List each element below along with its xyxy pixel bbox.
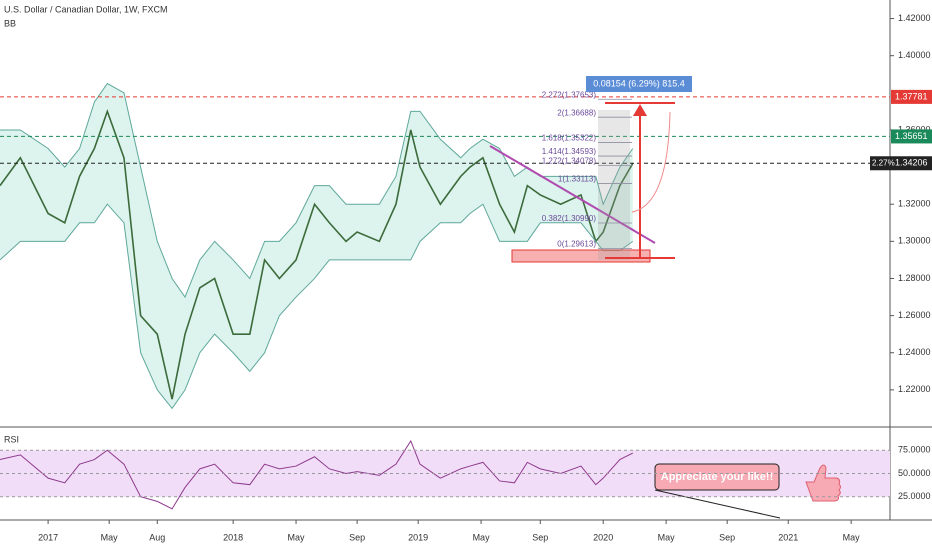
x-tick-label: May xyxy=(288,532,306,542)
price-line xyxy=(0,108,634,400)
rsi-tick-label: 25.0000 xyxy=(898,491,931,501)
price-tag xyxy=(891,89,932,104)
measure-label: 0.08154 (6.29%) 815.4 xyxy=(593,78,685,88)
trend-line xyxy=(489,145,656,244)
indicator-label: BB xyxy=(4,18,16,28)
measure-box xyxy=(586,76,692,92)
fib-label: 2(1.36688) xyxy=(557,108,596,117)
x-tick-label: Aug xyxy=(149,532,165,542)
note: Appreciate your like!! xyxy=(661,471,773,483)
rsi-tick-label: 75.0000 xyxy=(898,445,931,455)
arrow-head xyxy=(633,104,647,116)
x-tick-label: Sep xyxy=(349,532,365,542)
y-tick-label: 1.26000 xyxy=(898,310,931,320)
y-tick-label: 1.36000 xyxy=(898,124,931,134)
y-tick-label: 1.32000 xyxy=(898,199,931,209)
y-tick-label: 1.22000 xyxy=(898,384,931,394)
x-tick-label: Sep xyxy=(719,532,735,542)
rsi-label: RSI xyxy=(4,434,19,444)
y-tick-label: 1.24000 xyxy=(898,347,931,357)
price-tag xyxy=(891,129,932,144)
price-tag-extra-label: 2.27% xyxy=(872,158,895,167)
y-tick-label: 1.42000 xyxy=(898,13,931,23)
x-tick-label: May xyxy=(473,532,491,542)
x-tick-label: May xyxy=(843,532,861,542)
chart-title: U.S. Dollar / Canadian Dollar, 1W, FXCM xyxy=(4,4,168,14)
price-tag-label: 1.37781 xyxy=(895,91,928,101)
fib-zone xyxy=(598,110,630,260)
note-box xyxy=(654,463,780,491)
fib-label: 1(1.33113) xyxy=(558,175,596,184)
y-tick-label: 1.28000 xyxy=(898,273,931,283)
x-tick-label: 2020 xyxy=(593,532,613,542)
y-tick-label: 1.30000 xyxy=(898,236,931,246)
price-tag-extra xyxy=(870,156,891,171)
x-tick-label: 2017 xyxy=(38,532,58,542)
price-tag xyxy=(891,156,932,171)
y-tick-label: 1.40000 xyxy=(898,50,931,60)
band-fill xyxy=(0,83,633,409)
x-tick-label: 2018 xyxy=(223,532,243,542)
fib-label: 2.272(1.37653) xyxy=(542,90,597,99)
price-tag-label: 1.35651 xyxy=(895,131,928,141)
band-line xyxy=(0,203,634,410)
thumbs-up-icon xyxy=(805,464,841,502)
note-pointer xyxy=(654,489,781,519)
fib-label: 1.414(1.34593) xyxy=(542,147,597,156)
price-tag-label: 1.34206 xyxy=(895,158,928,168)
x-tick-label: May xyxy=(658,532,676,542)
rsi-tick-label: 50.0000 xyxy=(898,468,931,478)
fib-label: 1.272(1.34078) xyxy=(542,157,597,166)
x-tick-label: May xyxy=(101,532,119,542)
x-tick-label: 2019 xyxy=(408,532,428,542)
x-tick-label: Sep xyxy=(532,532,548,542)
fib-label: 1.618(1.35322) xyxy=(542,134,597,143)
projection-curve xyxy=(631,111,671,213)
x-tick-label: 2021 xyxy=(778,532,798,542)
fib-label: 0(1.29613) xyxy=(557,240,596,249)
rsi-line xyxy=(0,439,634,510)
fib-label: 0.382(1.30990) xyxy=(542,214,597,223)
